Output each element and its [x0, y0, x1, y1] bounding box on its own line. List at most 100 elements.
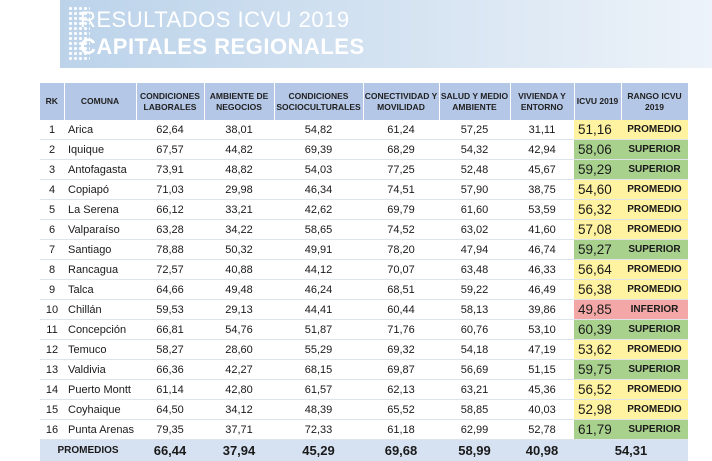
averages-row: PROMEDIOS 66,44 37,94 45,29 69,68 58,99 … [40, 440, 688, 461]
row-rango-badge: INFERIOR [621, 300, 688, 320]
row-rank: 15 [40, 400, 64, 420]
title-line-2: CAPITALES REGIONALES [80, 34, 365, 60]
row-comuna: Rancagua [64, 260, 136, 280]
header-conectividad-movilidad: CONECTIVIDAD Y MOVILIDAD [363, 83, 439, 120]
row-salud-medio-ambiente: 63,02 [439, 220, 510, 240]
row-salud-medio-ambiente: 56,69 [439, 360, 510, 380]
row-vivienda-entorno: 46,33 [510, 260, 574, 280]
row-rango-badge: PROMEDIO [621, 380, 688, 400]
row-condiciones-laborales: 66,81 [136, 320, 204, 340]
row-rango-badge: PROMEDIO [621, 260, 688, 280]
row-salud-medio-ambiente: 52,48 [439, 160, 510, 180]
row-conectividad-movilidad: 78,20 [363, 240, 439, 260]
row-condiciones-socioculturales: 68,15 [274, 360, 363, 380]
row-ambiente-negocios: 38,01 [204, 120, 274, 140]
row-salud-medio-ambiente: 63,48 [439, 260, 510, 280]
row-icvu-score: 59,27 [574, 240, 621, 260]
row-comuna: Talca [64, 280, 136, 300]
row-vivienda-entorno: 46,49 [510, 280, 574, 300]
row-vivienda-entorno: 53,59 [510, 200, 574, 220]
row-condiciones-laborales: 67,57 [136, 140, 204, 160]
row-rango-badge: PROMEDIO [621, 220, 688, 240]
row-condiciones-laborales: 79,35 [136, 420, 204, 440]
row-vivienda-entorno: 31,11 [510, 120, 574, 140]
row-ambiente-negocios: 54,76 [204, 320, 274, 340]
row-condiciones-socioculturales: 69,39 [274, 140, 363, 160]
row-rank: 5 [40, 200, 64, 220]
row-condiciones-laborales: 73,91 [136, 160, 204, 180]
row-icvu-score: 56,64 [574, 260, 621, 280]
header-icvu-2019: ICVU 2019 [574, 83, 621, 120]
row-condiciones-socioculturales: 49,91 [274, 240, 363, 260]
row-rank: 11 [40, 320, 64, 340]
row-condiciones-socioculturales: 42,62 [274, 200, 363, 220]
row-conectividad-movilidad: 69,32 [363, 340, 439, 360]
row-conectividad-movilidad: 74,52 [363, 220, 439, 240]
row-comuna: La Serena [64, 200, 136, 220]
row-condiciones-socioculturales: 55,29 [274, 340, 363, 360]
row-condiciones-laborales: 64,66 [136, 280, 204, 300]
row-vivienda-entorno: 42,94 [510, 140, 574, 160]
row-rango-badge: PROMEDIO [621, 340, 688, 360]
row-vivienda-entorno: 52,78 [510, 420, 574, 440]
row-condiciones-laborales: 63,28 [136, 220, 204, 240]
row-icvu-score: 51,16 [574, 120, 621, 140]
row-conectividad-movilidad: 70,07 [363, 260, 439, 280]
row-conectividad-movilidad: 71,76 [363, 320, 439, 340]
avg-socioculturales: 45,29 [274, 440, 363, 461]
row-vivienda-entorno: 51,15 [510, 360, 574, 380]
row-condiciones-laborales: 66,12 [136, 200, 204, 220]
row-icvu-score: 57,08 [574, 220, 621, 240]
row-salud-medio-ambiente: 58,85 [439, 400, 510, 420]
row-rango-badge: SUPERIOR [621, 160, 688, 180]
avg-vivienda: 40,98 [510, 440, 574, 461]
row-condiciones-socioculturales: 61,57 [274, 380, 363, 400]
row-condiciones-socioculturales: 46,24 [274, 280, 363, 300]
row-rank: 3 [40, 160, 64, 180]
row-condiciones-laborales: 62,64 [136, 120, 204, 140]
row-salud-medio-ambiente: 47,94 [439, 240, 510, 260]
row-conectividad-movilidad: 69,87 [363, 360, 439, 380]
row-rango-badge: SUPERIOR [621, 140, 688, 160]
row-salud-medio-ambiente: 54,32 [439, 140, 510, 160]
row-condiciones-socioculturales: 44,41 [274, 300, 363, 320]
row-salud-medio-ambiente: 59,22 [439, 280, 510, 300]
row-conectividad-movilidad: 68,51 [363, 280, 439, 300]
row-rank: 12 [40, 340, 64, 360]
header-salud-medio-ambiente: SALUD Y MEDIO AMBIENTE [439, 83, 510, 120]
row-condiciones-socioculturales: 54,82 [274, 120, 363, 140]
avg-conectividad: 69,68 [363, 440, 439, 461]
row-comuna: Copiapó [64, 180, 136, 200]
row-salud-medio-ambiente: 62,99 [439, 420, 510, 440]
row-vivienda-entorno: 45,36 [510, 380, 574, 400]
row-ambiente-negocios: 48,82 [204, 160, 274, 180]
row-ambiente-negocios: 42,80 [204, 380, 274, 400]
row-comuna: Arica [64, 120, 136, 140]
row-salud-medio-ambiente: 58,13 [439, 300, 510, 320]
header-rk: RK [40, 83, 64, 120]
row-conectividad-movilidad: 61,18 [363, 420, 439, 440]
row-icvu-score: 54,60 [574, 180, 621, 200]
row-salud-medio-ambiente: 54,18 [439, 340, 510, 360]
row-ambiente-negocios: 34,12 [204, 400, 274, 420]
row-icvu-score: 61,79 [574, 420, 621, 440]
row-salud-medio-ambiente: 57,25 [439, 120, 510, 140]
row-condiciones-laborales: 61,14 [136, 380, 204, 400]
row-ambiente-negocios: 42,27 [204, 360, 274, 380]
row-rank: 9 [40, 280, 64, 300]
row-condiciones-laborales: 58,27 [136, 340, 204, 360]
row-condiciones-socioculturales: 54,03 [274, 160, 363, 180]
row-condiciones-socioculturales: 48,39 [274, 400, 363, 420]
row-condiciones-socioculturales: 51,87 [274, 320, 363, 340]
row-comuna: Chillán [64, 300, 136, 320]
row-rank: 10 [40, 300, 64, 320]
row-conectividad-movilidad: 68,29 [363, 140, 439, 160]
row-rank: 2 [40, 140, 64, 160]
row-rank: 16 [40, 420, 64, 440]
